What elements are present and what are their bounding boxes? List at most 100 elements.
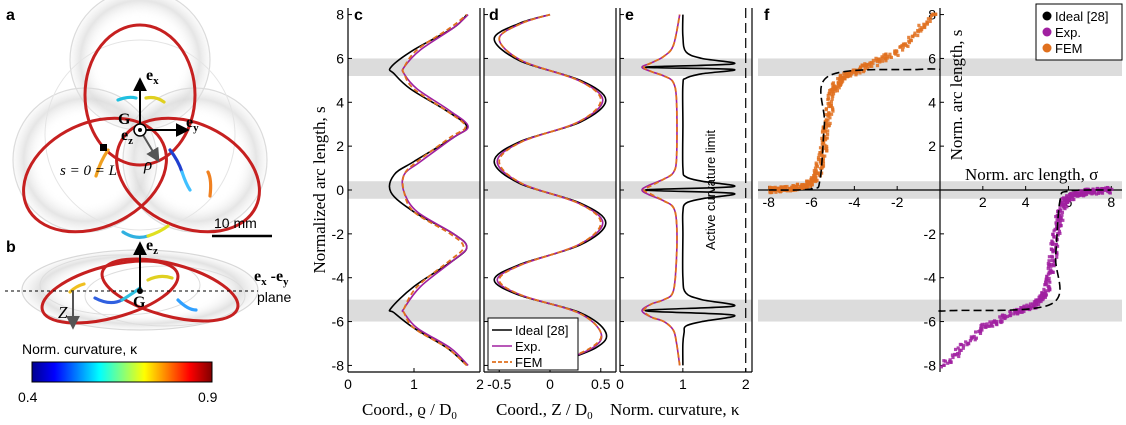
point-f-fem xyxy=(827,124,831,128)
point-f-exp xyxy=(1055,218,1059,222)
point-f-fem xyxy=(821,125,825,129)
ytick-label-c-4: 0 xyxy=(336,182,344,198)
active-limit-label: Active curvature limit xyxy=(703,130,718,250)
point-f-exp xyxy=(1068,194,1072,198)
point-f-exp xyxy=(1046,289,1050,293)
point-f-exp xyxy=(1036,298,1040,302)
plot-e: 0 1 2 xyxy=(616,8,753,392)
xtick-label-f-2: -4 xyxy=(848,194,861,210)
point-f-fem xyxy=(814,179,818,184)
point-f-fem xyxy=(823,112,828,117)
point-f-fem xyxy=(903,42,907,46)
svg-text:ex -ey: ex -ey xyxy=(254,268,289,288)
point-f-exp xyxy=(998,319,1003,324)
point-f-exp xyxy=(1044,293,1049,297)
ytick-label-f-4: -2 xyxy=(924,226,937,242)
point-f-fem xyxy=(931,12,935,16)
point-f-exp xyxy=(1066,200,1070,204)
point-f-exp xyxy=(1049,264,1053,268)
point-f-fem xyxy=(795,182,800,186)
point-f-fem xyxy=(827,101,831,105)
G-label-b: G xyxy=(133,294,146,311)
point-f-exp xyxy=(1102,188,1107,192)
point-f-fem xyxy=(925,20,929,24)
series-f-ideal-upper xyxy=(768,68,941,191)
ey-label: e xyxy=(186,114,193,131)
point-f-exp xyxy=(1076,194,1081,198)
point-f-fem xyxy=(817,171,821,175)
ey-sub: y xyxy=(193,122,199,134)
point-f-exp xyxy=(1098,189,1102,193)
point-f-exp xyxy=(1008,310,1012,314)
s-origin-marker xyxy=(100,144,107,151)
point-f-fem xyxy=(907,35,911,39)
point-f-fem xyxy=(920,27,924,32)
point-f-exp xyxy=(942,363,946,367)
point-f-exp xyxy=(987,324,992,328)
point-f-exp xyxy=(1096,191,1101,195)
point-f-fem xyxy=(778,186,782,191)
xlabel-c: Coord., ϱ / D0 xyxy=(362,400,457,422)
point-f-fem xyxy=(814,175,818,180)
point-f-fem xyxy=(817,173,821,177)
point-f-exp xyxy=(956,346,960,350)
point-f-fem xyxy=(774,190,778,194)
plane-e1: e xyxy=(254,268,261,285)
point-f-fem xyxy=(827,111,831,115)
scatter-f-exp xyxy=(939,185,1114,369)
point-f-exp xyxy=(1029,306,1033,311)
point-f-fem xyxy=(826,93,830,98)
point-f-exp xyxy=(999,318,1003,322)
point-f-fem xyxy=(896,53,900,58)
point-f-exp xyxy=(1056,233,1060,237)
legend-d: Ideal [28] Exp. FEM xyxy=(487,317,579,371)
point-f-exp xyxy=(1028,302,1033,306)
s-equation: s = 0 = L xyxy=(60,163,117,179)
point-f-exp xyxy=(1054,242,1059,246)
plane-e1-sub: x xyxy=(261,276,267,288)
point-f-fem xyxy=(821,157,825,161)
point-f-fem xyxy=(909,39,913,43)
band-e-2 xyxy=(620,58,752,76)
point-f-exp xyxy=(1040,292,1044,297)
ytick-label-f-6: -6 xyxy=(924,314,937,330)
point-f-fem xyxy=(870,64,874,68)
point-f-fem xyxy=(858,71,862,75)
ytick-label-c-8: -8 xyxy=(332,357,345,373)
point-f-fem xyxy=(831,92,836,96)
point-f-fem xyxy=(768,190,772,194)
point-f-fem xyxy=(847,73,851,77)
point-f-fem xyxy=(805,184,809,188)
point-f-fem xyxy=(863,62,867,66)
xtick-label-f-4: 2 xyxy=(979,194,987,210)
scale-label: 10 mm xyxy=(214,215,257,231)
point-f-exp xyxy=(1055,255,1059,259)
point-f-exp xyxy=(1054,222,1058,226)
point-f-fem xyxy=(907,39,911,43)
point-f-exp xyxy=(1046,261,1050,266)
point-f-exp xyxy=(1050,254,1054,259)
point-f-exp xyxy=(1002,313,1007,318)
point-f-fem xyxy=(852,71,856,75)
point-f-fem xyxy=(883,56,888,61)
point-f-exp xyxy=(1065,205,1069,209)
point-f-fem xyxy=(826,118,830,122)
svg-text:ex: ex xyxy=(146,67,159,87)
point-f-exp xyxy=(1058,221,1062,225)
point-f-exp xyxy=(1042,291,1047,296)
point-f-exp xyxy=(1045,274,1049,278)
point-f-exp xyxy=(988,320,992,324)
point-f-fem xyxy=(885,56,889,60)
point-f-exp xyxy=(1048,268,1053,272)
ez-sub-b: z xyxy=(153,245,158,257)
point-f-fem xyxy=(830,97,834,101)
point-f-exp xyxy=(1049,262,1053,267)
point-f-fem xyxy=(906,44,910,48)
point-f-exp xyxy=(1055,213,1059,217)
point-f-exp xyxy=(1078,189,1082,193)
xtick-label-f-0: -8 xyxy=(762,194,775,210)
point-f-fem xyxy=(823,138,828,142)
point-f-exp xyxy=(1100,186,1104,191)
xtick-label-c-2: 2 xyxy=(476,376,484,392)
point-f-exp xyxy=(1061,218,1065,222)
